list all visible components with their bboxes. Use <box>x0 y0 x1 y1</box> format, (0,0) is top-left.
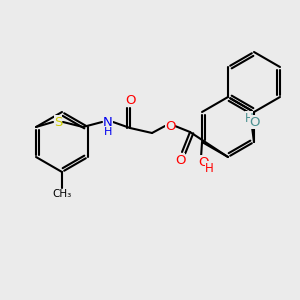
Text: CH₃: CH₃ <box>52 189 72 199</box>
Text: O: O <box>125 94 135 106</box>
Text: H: H <box>104 127 112 137</box>
Text: O: O <box>250 116 260 128</box>
Text: O: O <box>165 119 175 133</box>
Text: N: N <box>103 116 113 128</box>
Text: O: O <box>175 154 185 166</box>
Text: O: O <box>198 155 208 169</box>
Text: S: S <box>54 116 62 128</box>
Text: H: H <box>244 112 253 124</box>
Text: H: H <box>205 161 213 175</box>
